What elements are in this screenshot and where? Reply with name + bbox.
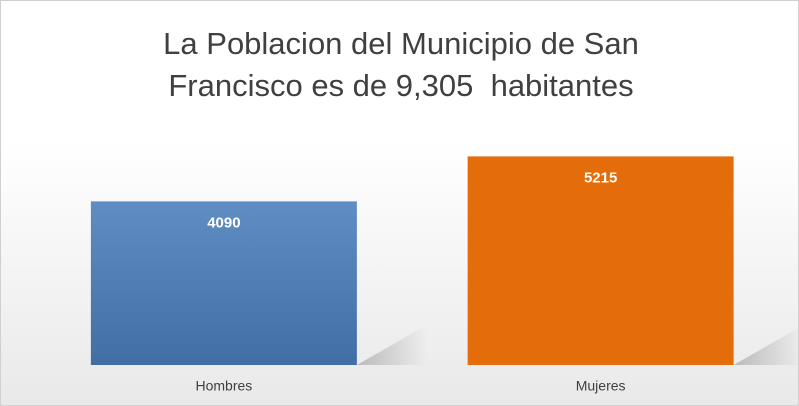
bar [467,156,734,365]
x-tick-label: Mujeres [576,378,626,394]
bar-shadow [356,325,427,365]
bar-shadow [733,328,798,365]
x-tick-label: Hombres [195,378,252,394]
chart-title: La Poblacion del Municipio de San Franci… [163,26,648,103]
bar-shade [90,201,357,365]
data-label: 5215 [584,169,617,186]
data-label: 4090 [207,214,240,231]
